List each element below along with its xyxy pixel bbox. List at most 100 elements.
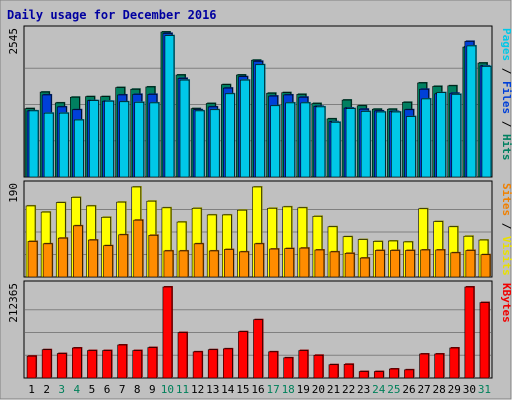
x-tick-label: 1 [28, 383, 35, 396]
bar-sites-day-30 [465, 250, 476, 278]
bar-pages-day-23 [360, 111, 371, 178]
bar-sites-day-12 [193, 243, 204, 278]
bar-kbytes-day-19 [298, 350, 309, 379]
x-tick-label: 2 [43, 383, 50, 396]
x-tick-label: 31 [478, 383, 491, 396]
bar-pages-day-30 [466, 45, 477, 178]
legend-entry: Sites [500, 183, 512, 216]
bar-sites-day-11 [178, 250, 189, 278]
bar-kbytes-day-2 [41, 349, 52, 379]
chart-panels: 2545 Pages / Files / Hits 190 Sites / Visit… [7, 25, 512, 379]
x-tick-label: 12 [191, 383, 204, 396]
y-max-label: 212365 [7, 283, 20, 323]
legend-kbytes: KBytes [500, 283, 512, 323]
bar-kbytes-day-27 [419, 353, 429, 379]
bar-pages-day-12 [194, 110, 205, 178]
bar-pages-day-13 [209, 109, 220, 178]
bar-pages-day-26 [406, 116, 416, 178]
legend-entry: / [500, 114, 512, 134]
bar-sites-day-7 [118, 234, 128, 278]
bar-sites-day-31 [480, 254, 491, 278]
bar-sites-day-27 [420, 249, 430, 278]
x-tick-label: 17 [266, 383, 279, 396]
bar-kbytes-day-12 [192, 351, 203, 379]
x-tick-label: 6 [104, 383, 111, 396]
bar-pages-day-27 [421, 98, 431, 178]
bar-pages-day-17 [270, 105, 280, 178]
bar-pages-day-24 [375, 111, 386, 178]
bar-sites-day-24 [374, 250, 385, 278]
bar-kbytes-day-28 [434, 353, 444, 379]
bar-pages-day-1 [28, 110, 39, 178]
bar-kbytes-day-25 [389, 368, 399, 379]
x-tick-label: 10 [161, 383, 174, 396]
bar-sites-day-19 [299, 247, 310, 278]
legend-entry: Visits [500, 236, 512, 276]
bar-pages-day-21 [330, 122, 341, 178]
x-tick-label: 8 [134, 383, 141, 396]
bar-pages-day-14 [225, 93, 235, 178]
bar-kbytes-day-10 [162, 286, 173, 379]
x-tick-label: 16 [251, 383, 264, 396]
bar-pages-day-18 [285, 102, 295, 178]
bar-sites-day-8 [133, 219, 144, 278]
y-max-label: 190 [7, 183, 20, 203]
bar-pages-day-29 [451, 94, 462, 178]
bar-pages-day-8 [134, 102, 145, 178]
panel-kbytes: 212365 KBytes [7, 280, 512, 379]
bar-pages-day-25 [391, 111, 401, 178]
y-max-label: 2545 [7, 28, 20, 55]
bar-pages-day-7 [119, 101, 129, 178]
bar-sites-day-23 [359, 257, 370, 278]
bar-kbytes-day-31 [479, 302, 490, 379]
bar-sites-day-28 [435, 249, 445, 278]
bar-pages-day-5 [89, 100, 99, 178]
bar-pages-day-9 [149, 102, 160, 178]
x-tick-label: 7 [119, 383, 126, 396]
bar-kbytes-day-29 [449, 347, 460, 379]
bar-sites-day-10 [163, 250, 174, 278]
legend-visits-sites: Sites / Visits [500, 183, 512, 276]
x-tick-label: 21 [327, 383, 340, 396]
bar-pages-day-16 [255, 64, 265, 178]
bar-kbytes-day-5 [87, 350, 97, 379]
x-tick-label: 25 [387, 383, 400, 396]
bar-pages-day-3 [58, 112, 69, 178]
x-tick-label: 27 [417, 383, 430, 396]
bar-kbytes-day-23 [358, 371, 369, 379]
panel-visits-sites: 190 Sites / Visits [7, 180, 512, 278]
bar-sites-day-21 [329, 251, 340, 278]
bar-sites-day-1 [27, 241, 38, 278]
bar-kbytes-day-13 [207, 349, 218, 379]
bar-sites-day-20 [314, 249, 325, 278]
bar-sites-day-3 [57, 237, 68, 278]
bar-sites-day-2 [42, 243, 53, 278]
bar-sites-day-13 [208, 250, 219, 278]
bar-sites-day-26 [405, 250, 415, 278]
bar-kbytes-day-11 [177, 332, 188, 379]
bar-kbytes-day-4 [72, 347, 82, 379]
bar-pages-day-4 [74, 119, 84, 178]
bar-sites-day-14 [224, 249, 234, 278]
x-tick-label: 19 [297, 383, 310, 396]
bar-sites-day-5 [88, 239, 98, 278]
bar-sites-day-18 [284, 248, 294, 278]
bar-kbytes-day-1 [26, 355, 37, 379]
x-tick-label: 29 [448, 383, 461, 396]
x-tick-label: 28 [433, 383, 446, 396]
x-tick-label: 4 [74, 383, 81, 396]
x-tick-label: 14 [221, 383, 235, 396]
x-tick-label: 23 [357, 383, 370, 396]
legend-entry: Files [500, 81, 512, 114]
bar-sites-day-9 [148, 235, 159, 278]
x-tick-label: 13 [206, 383, 219, 396]
bar-sites-day-16 [254, 243, 264, 278]
bar-kbytes-day-8 [132, 350, 143, 379]
bar-kbytes-day-22 [343, 363, 354, 379]
x-tick-label: 3 [58, 383, 65, 396]
bar-kbytes-day-7 [117, 344, 127, 379]
bar-sites-day-29 [450, 252, 461, 278]
bar-sites-day-15 [239, 251, 249, 278]
x-tick-label: 20 [312, 383, 325, 396]
